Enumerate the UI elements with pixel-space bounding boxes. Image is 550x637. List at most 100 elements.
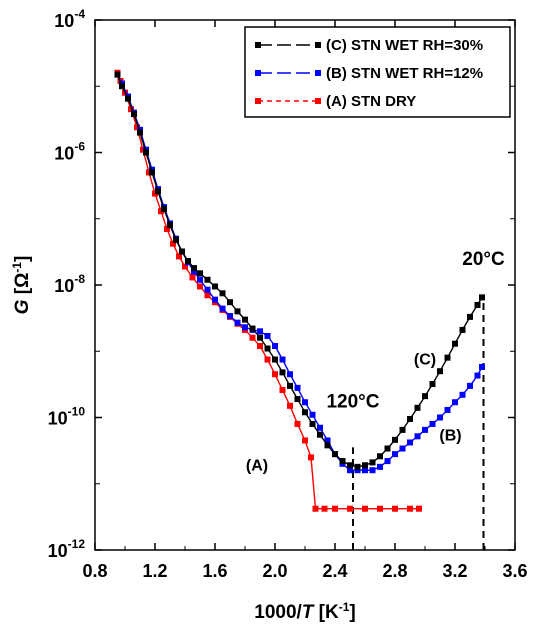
y-tick-label-base: 10 <box>48 409 68 429</box>
data-point <box>437 414 443 421</box>
annotation-label: (A) <box>246 458 268 475</box>
data-point <box>182 263 188 270</box>
data-point <box>249 334 256 341</box>
legend-marker <box>255 98 261 104</box>
x-axis-label-variable: T <box>302 602 315 623</box>
annotation-label: (B) <box>439 428 461 445</box>
data-point <box>354 467 361 474</box>
y-tick-label: 10-6 <box>54 140 85 164</box>
data-point <box>170 240 176 247</box>
x-tick-label: 2.4 <box>322 561 347 581</box>
data-point <box>312 505 319 512</box>
data-point <box>308 454 314 461</box>
y-tick-label-base: 10 <box>54 11 74 31</box>
data-point <box>392 505 398 512</box>
y-tick-label-exp: -8 <box>74 272 85 286</box>
y-tick-label-exp: -4 <box>74 7 85 21</box>
x-axis-label-unit-close: ] <box>349 602 355 623</box>
data-point <box>347 467 353 474</box>
data-point <box>264 356 271 363</box>
data-point <box>287 402 293 409</box>
data-point <box>242 324 248 331</box>
data-point <box>474 301 481 308</box>
legend-entry: (A) STN DRY <box>255 93 416 110</box>
annotation-label: (C) <box>414 352 436 369</box>
data-point <box>197 276 203 283</box>
data-point <box>324 442 331 449</box>
data-point <box>467 382 473 389</box>
x-tick-label: 3.6 <box>502 561 527 581</box>
x-tick-label: 2.0 <box>262 561 287 581</box>
annotation-label: 120°C <box>326 392 379 413</box>
data-point <box>227 313 233 320</box>
data-point <box>377 505 383 512</box>
data-point <box>264 332 271 339</box>
data-point <box>279 387 286 394</box>
data-point <box>302 409 308 416</box>
data-point <box>444 406 451 413</box>
data-point <box>125 95 131 102</box>
data-point <box>234 319 241 326</box>
data-point <box>309 420 316 427</box>
data-point <box>155 188 161 195</box>
data-point <box>369 467 376 474</box>
data-point <box>422 393 428 400</box>
data-point <box>377 463 383 470</box>
data-point <box>459 326 466 333</box>
data-point <box>219 305 226 312</box>
x-tick-label: 3.2 <box>442 561 467 581</box>
data-point <box>179 248 185 255</box>
data-point <box>459 391 466 398</box>
data-point <box>161 206 167 213</box>
legend-marker <box>315 98 321 104</box>
data-point <box>429 420 436 427</box>
data-point <box>204 286 211 293</box>
data-point <box>332 451 338 458</box>
data-point <box>294 384 301 391</box>
data-point <box>189 274 196 281</box>
legend: (C) STN WET RH=30% (B) STN WET RH=12% (A) … <box>244 26 511 118</box>
data-point <box>452 340 458 347</box>
data-point <box>294 396 301 403</box>
y-tick-label-base: 10 <box>54 144 74 164</box>
data-point <box>191 268 197 275</box>
data-point <box>272 371 278 378</box>
data-point <box>347 505 353 512</box>
data-point <box>362 462 368 469</box>
data-point <box>452 399 458 406</box>
data-point <box>369 459 376 466</box>
data-point <box>249 325 256 332</box>
data-point <box>302 399 308 406</box>
data-point <box>332 505 338 512</box>
data-point <box>173 236 179 243</box>
x-axis-label-prefix: 1000/ <box>254 602 302 623</box>
data-point <box>479 294 485 301</box>
data-point <box>392 436 398 443</box>
data-point <box>272 343 278 350</box>
data-point <box>257 334 263 341</box>
data-point <box>392 451 398 458</box>
legend-entry: (B) STN WET RH=12% <box>255 65 483 82</box>
data-point <box>176 253 182 260</box>
legend-label: (B) STN WET RH=12% <box>326 65 483 82</box>
x-tick-label: 2.8 <box>382 561 407 581</box>
data-point <box>119 83 125 90</box>
data-point <box>191 265 197 272</box>
data-point <box>399 445 406 452</box>
data-point <box>164 226 170 233</box>
data-point <box>479 363 485 370</box>
y-tick-label: 10-8 <box>54 272 85 296</box>
y-tick-label: 10-12 <box>48 537 86 561</box>
data-point <box>474 372 481 379</box>
x-tick-label: 0.8 <box>82 561 107 581</box>
legend-marker <box>315 70 321 76</box>
y-tick-label-exp: -10 <box>68 405 86 419</box>
data-point <box>294 420 301 427</box>
legend-box <box>244 26 511 118</box>
data-point <box>399 426 406 433</box>
data-point <box>416 505 422 512</box>
y-axis-label-unit-close: ] <box>12 256 33 262</box>
y-tick-label: 10-10 <box>48 405 86 429</box>
data-point <box>324 437 331 444</box>
